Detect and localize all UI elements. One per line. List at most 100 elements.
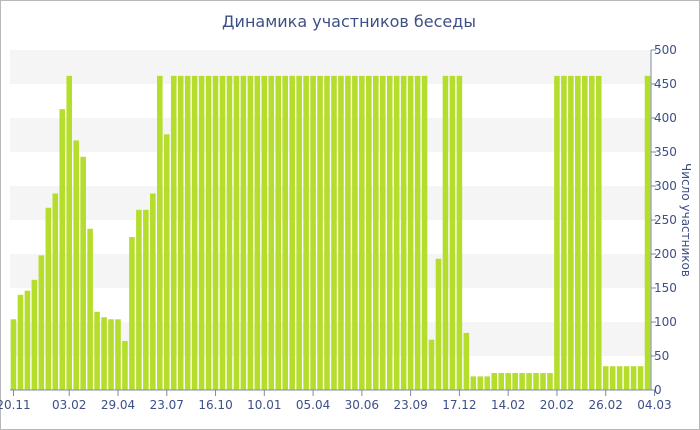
bar — [379, 75, 386, 390]
x-tick-label: 17.12 — [442, 398, 476, 412]
bar — [59, 109, 66, 390]
bar — [94, 311, 100, 390]
bar — [345, 75, 351, 390]
bar — [268, 75, 275, 390]
bar — [373, 75, 379, 390]
bar — [526, 373, 532, 390]
x-tick-label: 04.03 — [637, 398, 671, 412]
bar — [616, 366, 623, 390]
bar — [386, 75, 393, 390]
bar — [108, 319, 114, 390]
bar — [17, 294, 24, 390]
bar — [414, 75, 421, 390]
y-tick-label: 350 — [654, 145, 677, 159]
bar — [505, 373, 511, 390]
bar — [554, 75, 560, 390]
bar — [630, 366, 637, 390]
y-tick-label: 400 — [654, 111, 677, 125]
chart-title: Динамика участников беседы — [222, 12, 476, 31]
bar — [561, 75, 567, 390]
bar — [101, 317, 107, 390]
bar — [463, 332, 470, 390]
y-tick-label: 100 — [654, 315, 677, 329]
bar — [609, 366, 616, 390]
x-tick-label: 20.11 — [0, 398, 31, 412]
x-tick-label: 23.09 — [393, 398, 427, 412]
bar — [170, 75, 177, 390]
x-tick-label: 30.06 — [345, 398, 379, 412]
y-tick-label: 150 — [654, 281, 677, 295]
y-axis-label: Число участников — [679, 163, 693, 277]
bar — [136, 209, 142, 390]
bar — [10, 319, 17, 390]
bar — [24, 290, 31, 390]
y-tick-label: 200 — [654, 247, 677, 261]
bar — [296, 75, 302, 390]
y-tick-label: 450 — [654, 77, 677, 91]
y-tick-label: 0 — [654, 383, 662, 397]
bar — [212, 75, 219, 390]
bar — [282, 75, 288, 390]
bar — [122, 341, 128, 390]
bar — [247, 75, 254, 390]
x-tick-label: 16.10 — [198, 398, 232, 412]
bar — [254, 75, 261, 390]
y-tick-label: 250 — [654, 213, 677, 227]
bar — [275, 75, 282, 390]
bar — [205, 75, 212, 390]
bar — [31, 279, 38, 390]
bar — [352, 75, 358, 390]
bar — [66, 75, 73, 390]
bar — [519, 373, 525, 390]
bar — [491, 373, 498, 390]
bar — [143, 209, 149, 390]
bar — [310, 75, 316, 390]
bar — [449, 75, 456, 390]
bar — [456, 75, 463, 390]
bar — [198, 75, 205, 390]
bar — [568, 75, 574, 390]
bar — [366, 75, 372, 390]
bar — [52, 193, 59, 390]
bar — [73, 140, 79, 390]
bar — [595, 75, 602, 390]
bar — [150, 193, 156, 390]
bar — [512, 373, 518, 390]
bar — [324, 75, 330, 390]
bar — [115, 319, 121, 390]
bar — [87, 228, 93, 390]
bar — [289, 75, 295, 390]
bar — [644, 75, 651, 390]
x-tick-label: 20.02 — [540, 398, 574, 412]
bar — [498, 373, 504, 390]
bar — [331, 75, 337, 390]
bar — [442, 75, 449, 390]
bar — [163, 134, 170, 390]
x-tick-label: 10.01 — [247, 398, 281, 412]
grid-band — [10, 254, 651, 288]
bar — [407, 75, 414, 390]
bar — [45, 207, 52, 390]
x-tick-label: 03.02 — [52, 398, 86, 412]
bar — [575, 75, 581, 390]
grid-band — [10, 186, 651, 220]
bar — [129, 237, 135, 390]
bar — [477, 376, 484, 390]
bar — [261, 75, 268, 390]
grid-band — [10, 118, 651, 152]
y-tick-label: 500 — [654, 43, 677, 57]
bar — [191, 75, 198, 390]
bar — [157, 75, 163, 390]
bar — [38, 255, 45, 390]
bar — [470, 376, 477, 390]
bar — [359, 75, 365, 390]
bar — [177, 75, 184, 390]
bar — [233, 75, 240, 390]
bar — [240, 75, 247, 390]
bar — [421, 75, 428, 390]
bar — [219, 75, 226, 390]
x-tick-label: 14.02 — [491, 398, 525, 412]
bar — [547, 373, 553, 390]
bar — [303, 75, 309, 390]
